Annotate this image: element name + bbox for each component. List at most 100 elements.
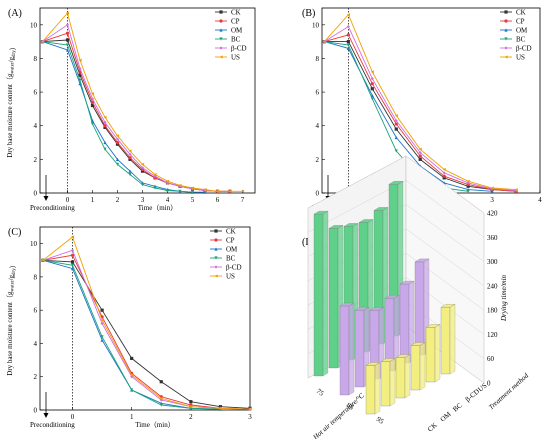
legend-marker: [219, 19, 223, 23]
grid-line: [307, 155, 407, 209]
data-point: [130, 375, 134, 379]
data-point: [140, 182, 145, 187]
data-point: [103, 120, 107, 124]
y-tick-label: 6: [34, 89, 38, 97]
data-point: [115, 142, 120, 146]
data-point: [65, 43, 70, 47]
data-point: [370, 70, 374, 74]
temperature-tick-label: 75: [315, 387, 326, 398]
bar-front: [365, 365, 376, 415]
data-point: [90, 97, 95, 101]
bar-top: [313, 210, 329, 215]
data-point: [90, 100, 95, 104]
data-point: [130, 356, 134, 361]
panel-c: (C) 0 2 4 6 8 10 0 1 2 3 Preconditioning Time（min） Dr…: [6, 226, 252, 429]
y-tick-label: 10: [30, 21, 38, 29]
data-point: [70, 266, 75, 271]
x-tick-label: 6: [216, 196, 220, 204]
data-point: [100, 321, 104, 326]
data-point: [346, 43, 350, 47]
x-tick-label: 4: [166, 196, 170, 204]
data-point: [442, 176, 446, 180]
y-axis-label: Dry base moisture content（gwater/gdry）: [6, 43, 17, 157]
legend-marker: [214, 247, 218, 251]
z-tick-label: 300: [487, 258, 498, 266]
bar-side: [404, 354, 411, 399]
data-point: [218, 406, 223, 410]
data-point: [466, 184, 470, 188]
data-point: [70, 235, 75, 239]
data-point: [490, 186, 494, 190]
data-point: [240, 189, 245, 193]
data-point: [128, 156, 132, 160]
legend-entry: CK: [231, 9, 241, 17]
data-point: [115, 157, 120, 161]
y-tick-label: 4: [316, 122, 320, 130]
panel-letter: (B): [302, 8, 315, 19]
bar-top: [339, 302, 355, 307]
data-point: [190, 186, 195, 190]
data-point: [215, 189, 220, 193]
data-point: [159, 396, 163, 400]
data-point: [218, 405, 223, 409]
data-point: [228, 189, 232, 193]
bar-side: [374, 362, 381, 415]
preconditioning-label: Preconditioning: [30, 204, 75, 212]
legend-marker: [214, 256, 218, 260]
legend-marker: [214, 274, 218, 278]
legend-marker: [504, 28, 508, 32]
legend-entry: CP: [231, 18, 240, 26]
data-point: [346, 24, 350, 29]
series-line-ck: [42, 39, 230, 192]
bar-front: [339, 305, 350, 396]
grid-line: [405, 155, 485, 214]
legend-marker: [504, 46, 508, 50]
data-point: [115, 134, 120, 138]
legend-entry: β-CD: [516, 45, 532, 53]
data-point: [370, 82, 374, 86]
data-point: [140, 169, 145, 173]
data-point: [41, 258, 45, 262]
data-point: [130, 373, 134, 377]
z-tick-label: 0: [487, 380, 491, 388]
y-tick-label: 4: [34, 340, 38, 348]
data-point: [190, 190, 195, 194]
bar-side: [322, 210, 329, 377]
legend-entry: OM: [516, 27, 528, 35]
data-point: [128, 169, 132, 173]
legend-marker: [219, 28, 223, 32]
data-point: [442, 174, 446, 178]
legend-marker: [504, 10, 508, 14]
data-point: [70, 263, 75, 267]
series-line-bc: [42, 41, 193, 193]
legend-entry: CK: [226, 228, 236, 236]
data-point: [466, 182, 470, 187]
x-tick-label: 0: [66, 196, 70, 204]
y-tick-label: 8: [316, 55, 320, 63]
data-point: [490, 189, 494, 193]
legend-entry: US: [516, 54, 525, 62]
temperature-axis-label: Hot air temperature/°C: [311, 391, 366, 439]
legend-entry: β-CD: [226, 264, 242, 272]
legend-entry: US: [231, 54, 240, 62]
data-point: [128, 172, 132, 177]
x-tick-label: 7: [241, 196, 245, 204]
data-point: [178, 189, 182, 193]
data-point: [100, 318, 104, 322]
legend-marker: [504, 19, 508, 23]
series-line-bc: [42, 259, 221, 410]
data-point: [153, 172, 157, 177]
bar-top: [343, 223, 359, 227]
data-point: [346, 46, 350, 50]
x-tick-label: 0: [71, 413, 75, 421]
panel-letter: (C): [8, 227, 21, 238]
x-axis-label: Time（min）: [138, 204, 177, 212]
treatment-axis-label: Treatment method: [487, 371, 530, 411]
data-point: [103, 115, 107, 119]
data-point: [466, 179, 470, 183]
bar-side: [389, 358, 396, 407]
y-tick-label: 8: [34, 55, 38, 63]
panel-a: (A) 0 2 4 6 8 10 0 1 2 3 4 5 6 7 Preconditioning Time（mi…: [6, 7, 256, 212]
legend-entry: BC: [516, 36, 526, 44]
treatment-tick-label: BC: [451, 401, 464, 413]
